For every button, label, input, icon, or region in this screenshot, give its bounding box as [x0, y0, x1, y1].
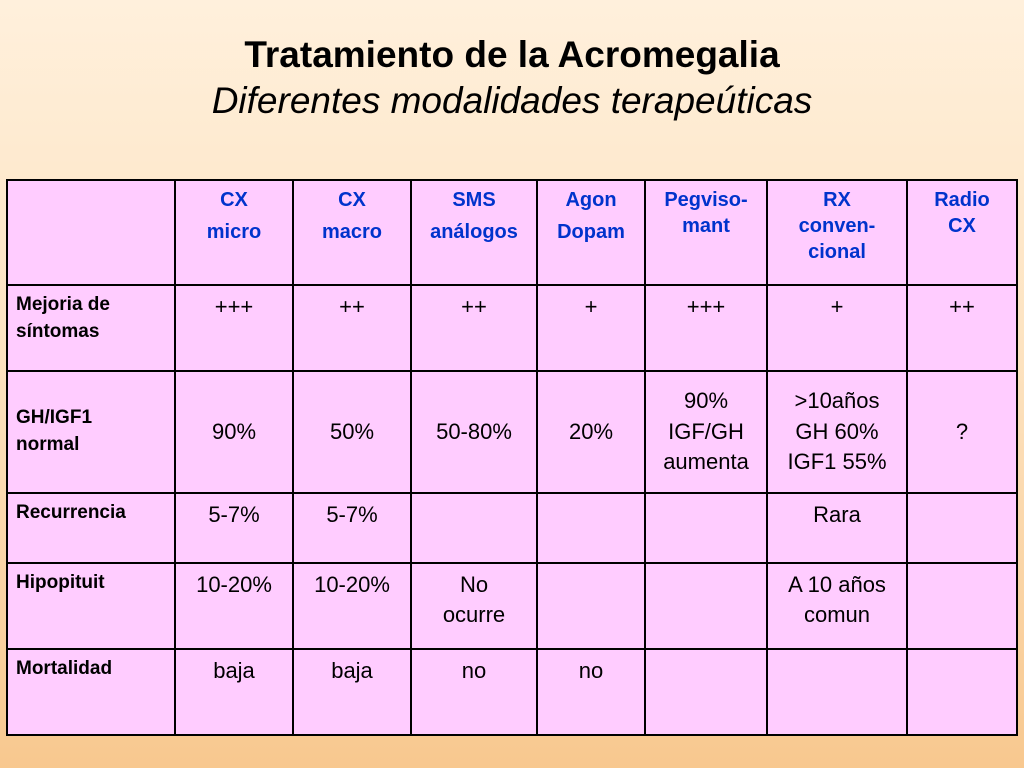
table-cell	[644, 562, 768, 650]
table-cell: 5-7%	[174, 492, 294, 564]
table-cell: ?	[906, 370, 1018, 494]
row-label: GH/IGF1 normal	[6, 370, 176, 494]
header-cx-micro: CX micro	[174, 179, 294, 286]
row-label: Hipopituit	[6, 562, 176, 650]
header-cx-macro: CX macro	[292, 179, 412, 286]
table-cell: 20%	[536, 370, 646, 494]
table-cell: no	[536, 648, 646, 736]
table-row: Hipopituit 10-20% 10-20% No ocurre A 10 a…	[6, 562, 1018, 650]
table-cell	[536, 492, 646, 564]
table-cell: +	[536, 284, 646, 372]
slide-subtitle: Diferentes modalidades terapeúticas	[211, 80, 813, 121]
table-cell	[644, 648, 768, 736]
header-pegvisomant: Pegviso-mant	[644, 179, 768, 286]
table-cell: 90%	[174, 370, 294, 494]
slide-title: Tratamiento de la Acromegalia	[244, 34, 780, 75]
table-cell: baja	[174, 648, 294, 736]
table-cell	[906, 562, 1018, 650]
header-corner	[6, 179, 176, 286]
table-cell	[766, 648, 908, 736]
table-cell	[410, 492, 538, 564]
row-label: Mortalidad	[6, 648, 176, 736]
header-radio-cx: Radio CX	[906, 179, 1018, 286]
table-cell: +	[766, 284, 908, 372]
table-row: Mortalidad baja baja no no	[6, 648, 1018, 736]
table-cell: baja	[292, 648, 412, 736]
table-cell: 50-80%	[410, 370, 538, 494]
treatment-table: CX micro CX macro SMS análogos Agon Dopam Pe…	[6, 179, 1018, 736]
table-cell: A 10 años comun	[766, 562, 908, 650]
table-cell: 5-7%	[292, 492, 412, 564]
table-cell	[644, 492, 768, 564]
table-cell	[906, 648, 1018, 736]
table-cell: +++	[644, 284, 768, 372]
table-cell: no	[410, 648, 538, 736]
header-agon-dopam: Agon Dopam	[536, 179, 646, 286]
table-cell: 10-20%	[292, 562, 412, 650]
header-rx-convencional: RX conven-cional	[766, 179, 908, 286]
table-cell: Rara	[766, 492, 908, 564]
row-label: Recurrencia	[6, 492, 176, 564]
table-cell: 50%	[292, 370, 412, 494]
table-row: Recurrencia 5-7% 5-7% Rara	[6, 492, 1018, 564]
table-cell: +++	[174, 284, 294, 372]
table-cell	[906, 492, 1018, 564]
table-cell: ++	[292, 284, 412, 372]
table-cell	[536, 562, 646, 650]
table-cell: ++	[410, 284, 538, 372]
table-cell: ++	[906, 284, 1018, 372]
table-cell: No ocurre	[410, 562, 538, 650]
header-sms-analogos: SMS análogos	[410, 179, 538, 286]
table-cell: 10-20%	[174, 562, 294, 650]
row-label: Mejoria de síntomas	[6, 284, 176, 372]
table-row: Mejoria de síntomas +++ ++ ++ + +++ + ++	[6, 284, 1018, 372]
table-row: GH/IGF1 normal 90% 50% 50-80% 20% 90% IGF/…	[6, 370, 1018, 494]
table-cell: >10años GH 60% IGF1 55%	[766, 370, 908, 494]
header-row: CX micro CX macro SMS análogos Agon Dopam Pe…	[6, 179, 1018, 286]
table-cell: 90% IGF/GH aumenta	[644, 370, 768, 494]
